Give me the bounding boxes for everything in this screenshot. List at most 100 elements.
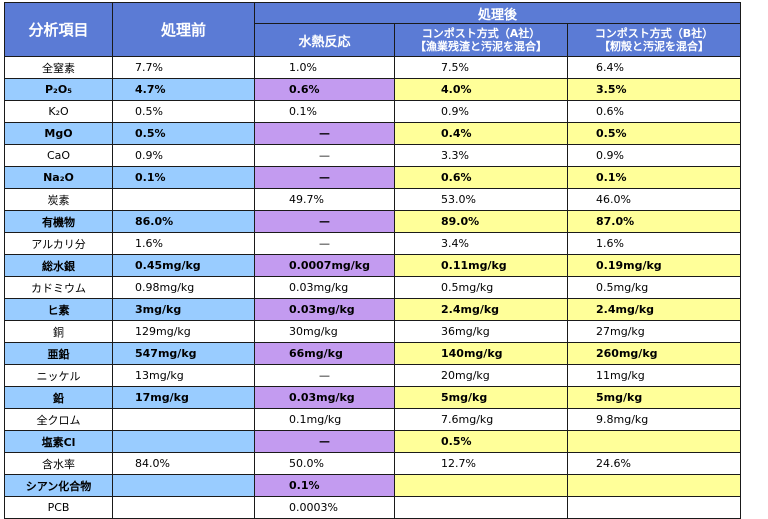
cell-item: P₂O₅ <box>4 78 113 101</box>
cell-compost-a: 89.0% <box>394 210 568 233</box>
cell-before: 1.6% <box>112 232 255 255</box>
cell-compost-b: 0.5mg/kg <box>566 276 742 299</box>
cell-item: MgO <box>4 122 113 145</box>
cell-before: 0.9% <box>112 144 255 167</box>
cell-compost-b: 11mg/kg <box>566 364 742 387</box>
cell-compost-b: 3.5% <box>566 78 742 101</box>
cell-compost-a: 140mg/kg <box>394 342 568 365</box>
table-row: P₂O₅ 4.7% 0.6% 4.0% 3.5% <box>4 78 742 101</box>
cell-compost-b <box>566 430 742 453</box>
cell-before: 84.0% <box>112 452 255 475</box>
header-compost-b-text: コンポスト方式（B社） 【籾殻と汚泥を混合】 <box>594 27 714 53</box>
cell-compost-a: 2.4mg/kg <box>394 298 568 321</box>
table-row: 有機物 86.0% —89.0% 87.0% <box>4 210 742 233</box>
cell-item: シアン化合物 <box>4 474 113 497</box>
cell-item: 炭素 <box>4 188 113 211</box>
cell-compost-a <box>394 474 568 497</box>
table-row: 亜鉛 547mg/kg 66mg/kg 140mg/kg 260mg/kg <box>4 342 742 365</box>
cell-before <box>112 408 255 431</box>
table-row: 炭素 49.7% 53.0% 46.0% <box>4 188 742 211</box>
cell-compost-b: 5mg/kg <box>566 386 742 409</box>
cell-compost-b: 9.8mg/kg <box>566 408 742 431</box>
cell-item: ニッケル <box>4 364 113 387</box>
cell-compost-a: 0.5mg/kg <box>394 276 568 299</box>
cell-compost-b: 0.9% <box>566 144 742 167</box>
cell-compost-a: 12.7% <box>394 452 568 475</box>
cell-compost-b: 27mg/kg <box>566 320 742 343</box>
cell-hydrothermal: 0.0007mg/kg <box>254 254 395 277</box>
table-row: ニッケル 13mg/kg —20mg/kg 11mg/kg <box>4 364 742 387</box>
cell-before: 547mg/kg <box>112 342 255 365</box>
table-row: 銅 129mg/kg 30mg/kg 36mg/kg 27mg/kg <box>4 320 742 343</box>
cell-compost-b: 6.4% <box>566 56 742 79</box>
cell-before: 0.98mg/kg <box>112 276 255 299</box>
cell-compost-b: 0.6% <box>566 100 742 123</box>
cell-hydrothermal: — <box>254 144 395 167</box>
header-item: 分析項目 <box>4 2 113 57</box>
cell-item: 総水銀 <box>4 254 113 277</box>
cell-before: 3mg/kg <box>112 298 255 321</box>
cell-compost-a: 36mg/kg <box>394 320 568 343</box>
cell-compost-b <box>566 496 742 519</box>
cell-item: K₂O <box>4 100 113 123</box>
cell-item: 有機物 <box>4 210 113 233</box>
table-row: K₂O 0.5% 0.1% 0.9% 0.6% <box>4 100 742 123</box>
cell-before: 129mg/kg <box>112 320 255 343</box>
table-row: MgO 0.5% —0.4% 0.5% <box>4 122 742 145</box>
cell-compost-a: 53.0% <box>394 188 568 211</box>
cell-compost-a: 0.4% <box>394 122 568 145</box>
cell-hydrothermal: 66mg/kg <box>254 342 395 365</box>
cell-compost-b: 260mg/kg <box>566 342 742 365</box>
table-row: 全窒素 7.7% 1.0% 7.5% 6.4% <box>4 56 742 79</box>
cell-compost-a: 7.6mg/kg <box>394 408 568 431</box>
cell-before: 4.7% <box>112 78 255 101</box>
cell-compost-a: 20mg/kg <box>394 364 568 387</box>
table-row: 全クロム 0.1mg/kg 7.6mg/kg 9.8mg/kg <box>4 408 742 431</box>
cell-before: 17mg/kg <box>112 386 255 409</box>
cell-before: 0.5% <box>112 100 255 123</box>
cell-hydrothermal: — <box>254 210 395 233</box>
table-row: 塩素Cl —0.5% <box>4 430 742 453</box>
table-row: 総水銀 0.45mg/kg 0.0007mg/kg 0.11mg/kg 0.19mg/k… <box>4 254 742 277</box>
cell-compost-b: 0.5% <box>566 122 742 145</box>
cell-item: 亜鉛 <box>4 342 113 365</box>
cell-compost-a: 0.6% <box>394 166 568 189</box>
cell-hydrothermal: 0.1% <box>254 100 395 123</box>
cell-hydrothermal: — <box>254 430 395 453</box>
cell-item: 塩素Cl <box>4 430 113 453</box>
table-row: カドミウム 0.98mg/kg 0.03mg/kg 0.5mg/kg 0.5mg/kg <box>4 276 742 299</box>
cell-before: 86.0% <box>112 210 255 233</box>
cell-hydrothermal: 1.0% <box>254 56 395 79</box>
cell-item: 鉛 <box>4 386 113 409</box>
cell-item: CaO <box>4 144 113 167</box>
cell-before <box>112 496 255 519</box>
cell-before <box>112 430 255 453</box>
table-row: シアン化合物 0.1% <box>4 474 742 497</box>
cell-compost-a: 7.5% <box>394 56 568 79</box>
table-row: 鉛 17mg/kg 0.03mg/kg 5mg/kg 5mg/kg <box>4 386 742 409</box>
header-compost-b: コンポスト方式（B社） 【籾殻と汚泥を混合】 <box>566 23 742 57</box>
cell-before: 0.5% <box>112 122 255 145</box>
cell-item: PCB <box>4 496 113 519</box>
table-row: ヒ素 3mg/kg 0.03mg/kg 2.4mg/kg 2.4mg/kg <box>4 298 742 321</box>
cell-hydrothermal: 0.03mg/kg <box>254 298 395 321</box>
cell-hydrothermal: 30mg/kg <box>254 320 395 343</box>
cell-hydrothermal: 0.1% <box>254 474 395 497</box>
cell-hydrothermal: — <box>254 166 395 189</box>
cell-hydrothermal: 50.0% <box>254 452 395 475</box>
cell-before <box>112 188 255 211</box>
table-row: アルカリ分 1.6% —3.4% 1.6% <box>4 232 742 255</box>
cell-compost-b: 1.6% <box>566 232 742 255</box>
cell-hydrothermal: — <box>254 364 395 387</box>
cell-before: 0.45mg/kg <box>112 254 255 277</box>
cell-item: ヒ素 <box>4 298 113 321</box>
cell-compost-b: 2.4mg/kg <box>566 298 742 321</box>
table-row: CaO 0.9% —3.3% 0.9% <box>4 144 742 167</box>
cell-compost-a: 0.9% <box>394 100 568 123</box>
cell-hydrothermal: 0.03mg/kg <box>254 276 395 299</box>
cell-item: 全窒素 <box>4 56 113 79</box>
cell-hydrothermal: 0.1mg/kg <box>254 408 395 431</box>
cell-compost-b: 0.19mg/kg <box>566 254 742 277</box>
cell-compost-b: 46.0% <box>566 188 742 211</box>
analysis-table: 分析項目 処理前 処理後 水熱反応 コンポスト方式（A社） 【漁業残渣と汚泥を混… <box>4 2 742 519</box>
